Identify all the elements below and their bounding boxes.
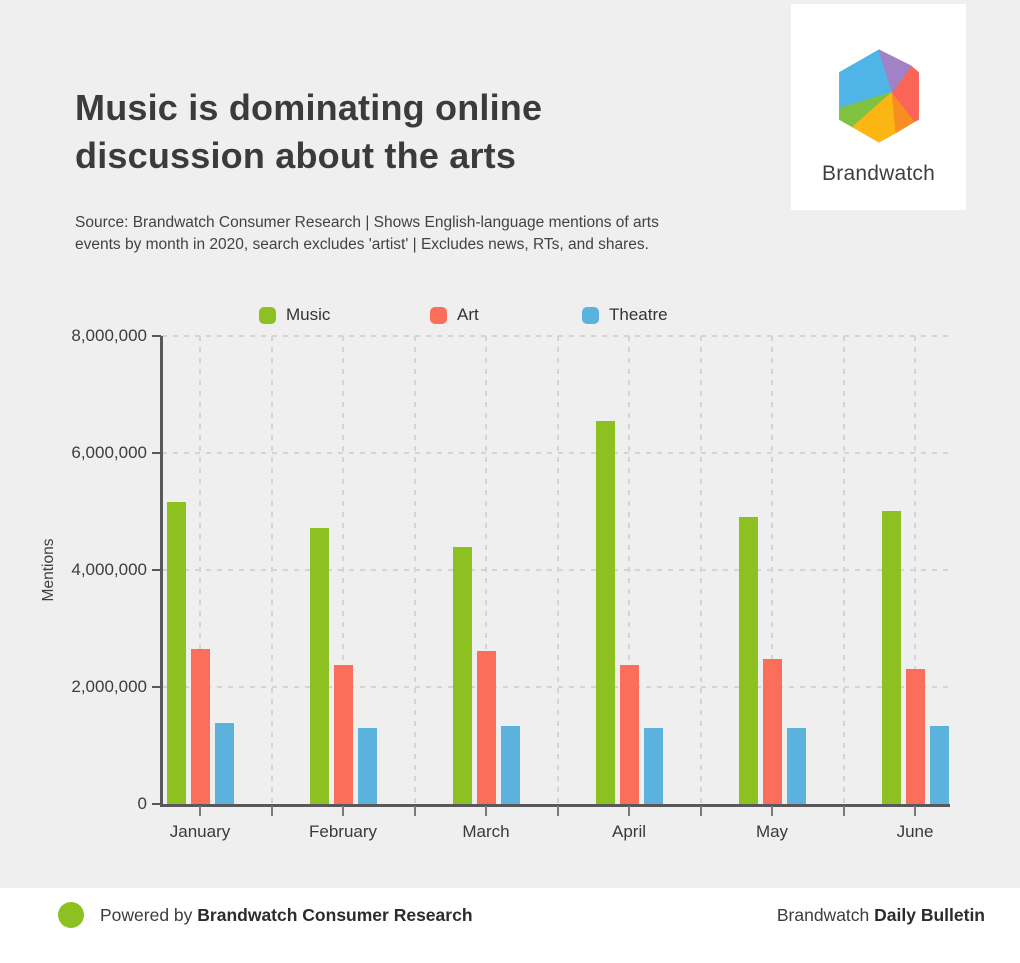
- gridline-x: [270, 336, 273, 804]
- bar-art-january: [190, 649, 210, 804]
- gridline-x: [842, 336, 845, 804]
- x-category-label-april: April: [611, 822, 647, 841]
- x-tick-mark: [556, 806, 559, 816]
- x-category-label-may: May: [755, 822, 789, 841]
- footer-green-dot-icon: [58, 902, 84, 928]
- x-tick-mark: [413, 806, 416, 816]
- legend-swatch-music-icon: [259, 306, 276, 324]
- gridline-x: [556, 336, 559, 804]
- y-tick-mark: [152, 569, 161, 571]
- gridline-y-4000000: [162, 569, 950, 571]
- bar-art-june: [905, 669, 925, 804]
- y-tick-mark: [152, 803, 161, 805]
- bar-music-january: [166, 502, 186, 804]
- y-tick-label-0: 0: [137, 794, 147, 813]
- source-note: Source: Brandwatch Consumer Research | S…: [75, 212, 715, 255]
- bar-music-june: [881, 511, 901, 804]
- x-axis-line: [160, 804, 950, 807]
- x-tick-mark: [771, 806, 773, 816]
- gridline-x: [199, 336, 201, 804]
- source-note-line1: Source: Brandwatch Consumer Research | S…: [75, 214, 659, 231]
- x-tick-mark: [199, 806, 201, 816]
- footer-powered-by: Powered by Brandwatch Consumer Research: [100, 905, 473, 926]
- gridline-y-8000000: [162, 335, 950, 337]
- x-tick-mark: [914, 806, 916, 816]
- bar-theatre-january: [214, 723, 234, 804]
- legend-item-theatre: Theatre: [582, 304, 668, 326]
- bar-theatre-april: [643, 728, 663, 804]
- footer-bulletin: Brandwatch Daily Bulletin: [777, 905, 985, 926]
- gridline-y-2000000: [162, 686, 950, 688]
- x-category-label-february: February: [308, 822, 378, 841]
- source-note-line2: events by month in 2020, search excludes…: [75, 235, 649, 253]
- bar-art-february: [333, 665, 353, 804]
- legend-label-art: Art: [457, 305, 479, 324]
- legend-item-art: Art: [430, 304, 479, 326]
- brandwatch-hexagon-icon: [838, 49, 919, 143]
- gridline-x: [485, 336, 487, 804]
- bar-music-may: [738, 517, 758, 804]
- bar-theatre-march: [500, 726, 520, 804]
- y-tick-mark: [152, 335, 161, 337]
- y-tick-mark: [152, 686, 161, 688]
- x-category-label-march: March: [462, 822, 510, 841]
- y-tick-label-4000000: 4,000,000: [71, 560, 147, 579]
- page-title-line1: Music is dominating online: [75, 87, 543, 128]
- bar-music-march: [452, 547, 472, 804]
- gridline-x: [342, 336, 344, 804]
- legend-label-theatre: Theatre: [609, 305, 668, 324]
- legend-item-music: Music: [259, 304, 330, 326]
- brandwatch-wordmark: Brandwatch: [822, 162, 935, 185]
- x-tick-mark: [485, 806, 487, 816]
- gridline-x: [413, 336, 416, 804]
- gridline-x: [628, 336, 630, 804]
- bar-music-april: [595, 421, 615, 804]
- x-tick-mark: [270, 806, 273, 816]
- footer-powered-brand: Brandwatch Consumer Research: [197, 905, 473, 925]
- footer-bulletin-bold: Daily Bulletin: [874, 905, 985, 925]
- legend-swatch-theatre-icon: [582, 306, 599, 324]
- bar-art-april: [619, 665, 639, 804]
- gridline-x: [914, 336, 916, 804]
- y-tick-mark: [152, 452, 161, 454]
- legend-swatch-art-icon: [430, 306, 447, 324]
- x-tick-mark: [342, 806, 344, 816]
- bar-theatre-may: [786, 728, 806, 804]
- footer-bulletin-prefix: Brandwatch: [776, 905, 875, 925]
- x-category-label-january: January: [169, 822, 231, 841]
- gridline-y-6000000: [162, 452, 950, 454]
- plot-area: [162, 335, 950, 804]
- bar-theatre-june: [929, 726, 949, 804]
- brandwatch-logo-card: Brandwatch: [791, 4, 966, 210]
- legend-label-music: Music: [286, 305, 331, 324]
- gridline-x: [699, 336, 702, 804]
- page-title-line2: discussion about the arts: [75, 135, 517, 176]
- page-title: Music is dominating online discussion ab…: [75, 84, 695, 180]
- x-tick-mark: [842, 806, 845, 816]
- gridline-x: [771, 336, 773, 804]
- y-tick-label-8000000: 8,000,000: [71, 326, 147, 345]
- y-tick-label-6000000: 6,000,000: [71, 443, 147, 462]
- x-category-label-june: June: [896, 822, 934, 841]
- y-tick-label-2000000: 2,000,000: [71, 677, 147, 696]
- footer-powered-prefix: Powered by: [100, 905, 198, 925]
- bar-theatre-february: [357, 728, 377, 804]
- x-tick-mark: [628, 806, 630, 816]
- y-axis-title: Mentions: [40, 538, 57, 602]
- bar-music-february: [309, 528, 329, 804]
- bar-art-march: [476, 651, 496, 804]
- x-tick-mark: [699, 806, 702, 816]
- y-axis-line: [160, 336, 163, 806]
- bar-art-may: [762, 659, 782, 804]
- footer-bar: Powered by Brandwatch Consumer Research …: [0, 888, 1020, 963]
